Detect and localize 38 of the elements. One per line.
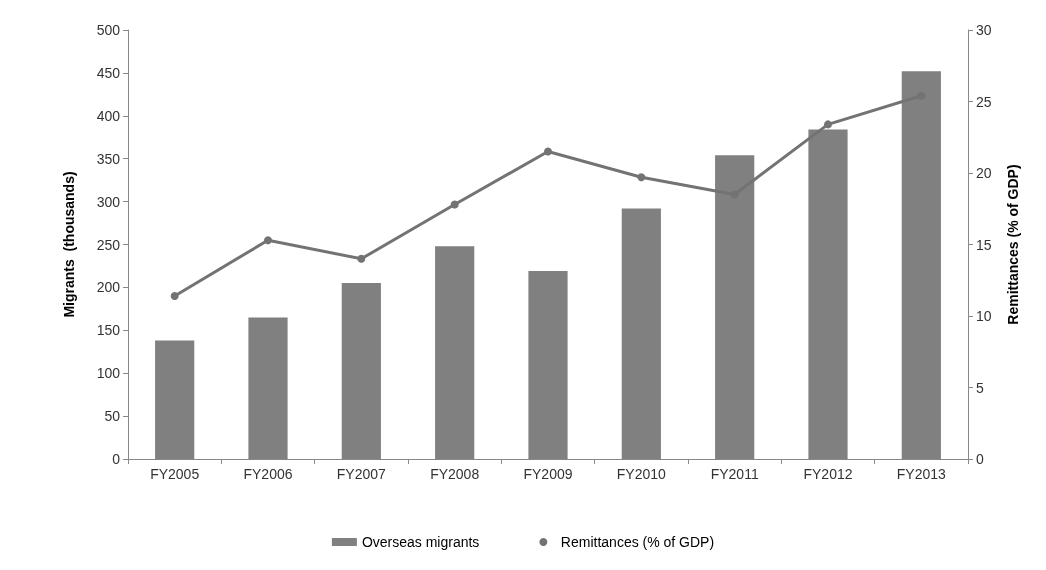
legend-label: Remittances (% of GDP) xyxy=(560,534,715,550)
y2-tick-label: 30 xyxy=(976,22,992,38)
x-tick-label: FY2012 xyxy=(803,466,853,482)
point xyxy=(450,200,459,209)
x-tick-label: FY2005 xyxy=(150,466,200,482)
point xyxy=(264,236,272,245)
y2-tick-label: 0 xyxy=(976,451,984,467)
y2-tick-label: 5 xyxy=(976,379,984,396)
point xyxy=(357,254,366,263)
y-axis-title: Migrants (thousands) xyxy=(61,171,77,318)
y2-tick-label: 20 xyxy=(976,165,992,181)
y-tick-label: 50 xyxy=(104,408,121,425)
x-tick-label: FY2006 xyxy=(243,466,293,482)
x-tick-label: FY2013 xyxy=(896,466,947,482)
y-tick-label: 500 xyxy=(96,22,121,38)
y2-tick-label: 15 xyxy=(976,236,992,253)
y-tick-label: 250 xyxy=(96,236,121,253)
x-tick-label: FY2009 xyxy=(523,466,573,482)
y-tick-label: 300 xyxy=(96,193,121,210)
y2-tick-label: 10 xyxy=(976,308,992,324)
point xyxy=(637,173,646,182)
x-tick-label: FY2010 xyxy=(616,466,667,482)
y-tick-label: 350 xyxy=(96,150,121,167)
y2-axis-title: Remittances (% of GDP) xyxy=(1005,164,1021,325)
y-tick-label: 100 xyxy=(96,365,121,382)
x-tick-label: FY2008 xyxy=(430,466,480,482)
point xyxy=(170,291,179,300)
point xyxy=(824,120,832,129)
y-tick-label: 400 xyxy=(96,107,121,124)
x-tick-label: FY2007 xyxy=(336,466,387,482)
y-tick-label: 200 xyxy=(96,279,121,296)
x-tick-label: FY2011 xyxy=(710,466,759,482)
y2-tick-label: 25 xyxy=(976,93,992,110)
y-tick-label: 0 xyxy=(112,451,121,467)
legend-label: Overseas migrants xyxy=(361,534,480,550)
y-tick-label: 150 xyxy=(96,322,121,339)
y-tick-label: 450 xyxy=(96,64,121,81)
point xyxy=(544,147,552,156)
